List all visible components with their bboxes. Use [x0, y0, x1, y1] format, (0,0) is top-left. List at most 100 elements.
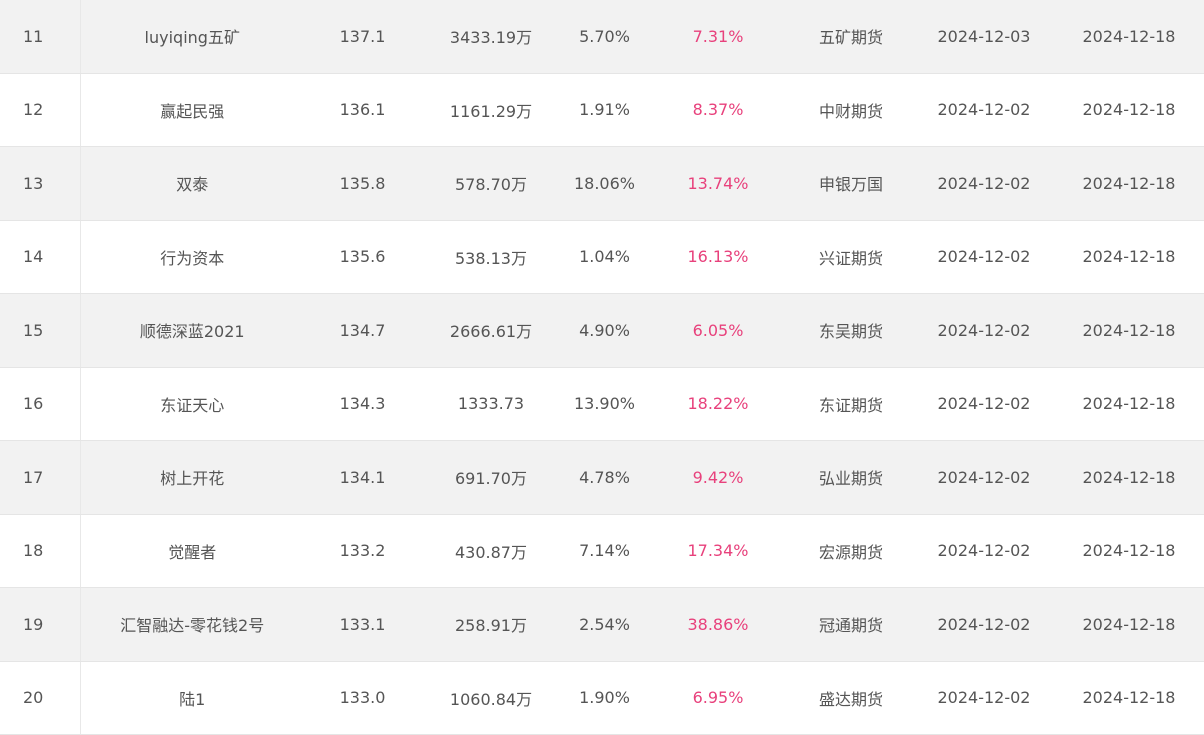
end-date-cell: 2024-12-18: [1054, 440, 1204, 515]
score-cell: 133.1: [304, 587, 421, 662]
broker-cell: 弘业期货: [788, 440, 914, 515]
broker-cell: 宏源期货: [788, 514, 914, 588]
broker-cell: 兴证期货: [788, 220, 914, 294]
drawdown-cell: 1.90%: [561, 661, 648, 735]
rank-cell: 15: [0, 293, 80, 368]
score-cell: 134.3: [304, 367, 421, 441]
scale-cell: 1333.73: [421, 367, 561, 441]
table-row[interactable]: 14 行为资本 135.6 538.13万 1.04% 16.13% 兴证期货 …: [0, 220, 1204, 294]
broker-cell: 冠通期货: [788, 587, 914, 662]
table-row[interactable]: 18 觉醒者 133.2 430.87万 7.14% 17.34% 宏源期货 2…: [0, 514, 1204, 588]
return-cell: 9.42%: [648, 440, 788, 515]
account-name-cell[interactable]: 觉醒者: [79, 514, 304, 588]
account-name-cell[interactable]: 东证天心: [79, 367, 304, 441]
table-row[interactable]: 13 双泰 135.8 578.70万 18.06% 13.74% 申银万国 2…: [0, 146, 1204, 221]
start-date-cell: 2024-12-02: [914, 367, 1054, 441]
broker-cell: 东吴期货: [788, 293, 914, 368]
start-date-cell: 2024-12-02: [914, 73, 1054, 147]
account-name-cell[interactable]: 汇智融达-零花钱2号: [79, 587, 304, 662]
scale-cell: 3433.19万: [421, 0, 561, 74]
return-cell: 38.86%: [648, 587, 788, 662]
rank-cell: 12: [0, 73, 80, 147]
table-row[interactable]: 16 东证天心 134.3 1333.73 13.90% 18.22% 东证期货…: [0, 367, 1204, 441]
score-cell: 135.8: [304, 146, 421, 221]
end-date-cell: 2024-12-18: [1054, 587, 1204, 662]
end-date-cell: 2024-12-18: [1054, 661, 1204, 735]
return-cell: 16.13%: [648, 220, 788, 294]
end-date-cell: 2024-12-18: [1054, 514, 1204, 588]
score-cell: 134.1: [304, 440, 421, 515]
start-date-cell: 2024-12-02: [914, 514, 1054, 588]
end-date-cell: 2024-12-18: [1054, 0, 1204, 74]
return-cell: 7.31%: [648, 0, 788, 74]
score-cell: 133.2: [304, 514, 421, 588]
broker-cell: 盛达期货: [788, 661, 914, 735]
drawdown-cell: 5.70%: [561, 0, 648, 74]
scale-cell: 258.91万: [421, 587, 561, 662]
start-date-cell: 2024-12-03: [914, 0, 1054, 74]
score-cell: 133.0: [304, 661, 421, 735]
account-name-cell[interactable]: 双泰: [79, 146, 304, 221]
scale-cell: 1060.84万: [421, 661, 561, 735]
drawdown-cell: 1.91%: [561, 73, 648, 147]
account-name-cell[interactable]: 陆1: [79, 661, 304, 735]
broker-cell: 中财期货: [788, 73, 914, 147]
return-cell: 6.05%: [648, 293, 788, 368]
table-row[interactable]: 19 汇智融达-零花钱2号 133.1 258.91万 2.54% 38.86%…: [0, 587, 1204, 662]
scale-cell: 538.13万: [421, 220, 561, 294]
drawdown-cell: 2.54%: [561, 587, 648, 662]
drawdown-cell: 7.14%: [561, 514, 648, 588]
score-cell: 137.1: [304, 0, 421, 74]
return-cell: 17.34%: [648, 514, 788, 588]
end-date-cell: 2024-12-18: [1054, 146, 1204, 221]
rank-cell: 18: [0, 514, 80, 588]
table-row[interactable]: 20 陆1 133.0 1060.84万 1.90% 6.95% 盛达期货 20…: [0, 661, 1204, 735]
score-cell: 135.6: [304, 220, 421, 294]
table-row[interactable]: 15 顺德深蓝2021 134.7 2666.61万 4.90% 6.05% 东…: [0, 293, 1204, 368]
account-name-cell[interactable]: 行为资本: [79, 220, 304, 294]
table-row[interactable]: 12 赢起民强 136.1 1161.29万 1.91% 8.37% 中财期货 …: [0, 73, 1204, 147]
drawdown-cell: 4.90%: [561, 293, 648, 368]
rank-cell: 19: [0, 587, 80, 662]
broker-cell: 五矿期货: [788, 0, 914, 74]
rank-cell: 11: [0, 0, 80, 74]
drawdown-cell: 18.06%: [561, 146, 648, 221]
start-date-cell: 2024-12-02: [914, 220, 1054, 294]
table-row[interactable]: 11 luyiqing五矿 137.1 3433.19万 5.70% 7.31%…: [0, 0, 1204, 74]
rank-cell: 13: [0, 146, 80, 221]
scale-cell: 691.70万: [421, 440, 561, 515]
start-date-cell: 2024-12-02: [914, 661, 1054, 735]
end-date-cell: 2024-12-18: [1054, 293, 1204, 368]
end-date-cell: 2024-12-18: [1054, 367, 1204, 441]
start-date-cell: 2024-12-02: [914, 440, 1054, 515]
broker-cell: 东证期货: [788, 367, 914, 441]
score-cell: 134.7: [304, 293, 421, 368]
start-date-cell: 2024-12-02: [914, 293, 1054, 368]
account-name-cell[interactable]: 树上开花: [79, 440, 304, 515]
scale-cell: 578.70万: [421, 146, 561, 221]
scale-cell: 430.87万: [421, 514, 561, 588]
broker-cell: 申银万国: [788, 146, 914, 221]
account-name-cell[interactable]: 顺德深蓝2021: [79, 293, 304, 368]
drawdown-cell: 13.90%: [561, 367, 648, 441]
account-name-cell[interactable]: 赢起民强: [79, 73, 304, 147]
score-cell: 136.1: [304, 73, 421, 147]
return-cell: 18.22%: [648, 367, 788, 441]
rank-cell: 20: [0, 661, 80, 735]
start-date-cell: 2024-12-02: [914, 587, 1054, 662]
table-row[interactable]: 17 树上开花 134.1 691.70万 4.78% 9.42% 弘业期货 2…: [0, 440, 1204, 515]
rank-cell: 16: [0, 367, 80, 441]
start-date-cell: 2024-12-02: [914, 146, 1054, 221]
drawdown-cell: 1.04%: [561, 220, 648, 294]
end-date-cell: 2024-12-18: [1054, 73, 1204, 147]
return-cell: 8.37%: [648, 73, 788, 147]
return-cell: 13.74%: [648, 146, 788, 221]
account-name-cell[interactable]: luyiqing五矿: [79, 0, 304, 74]
end-date-cell: 2024-12-18: [1054, 220, 1204, 294]
drawdown-cell: 4.78%: [561, 440, 648, 515]
rank-cell: 17: [0, 440, 80, 515]
scale-cell: 2666.61万: [421, 293, 561, 368]
return-cell: 6.95%: [648, 661, 788, 735]
